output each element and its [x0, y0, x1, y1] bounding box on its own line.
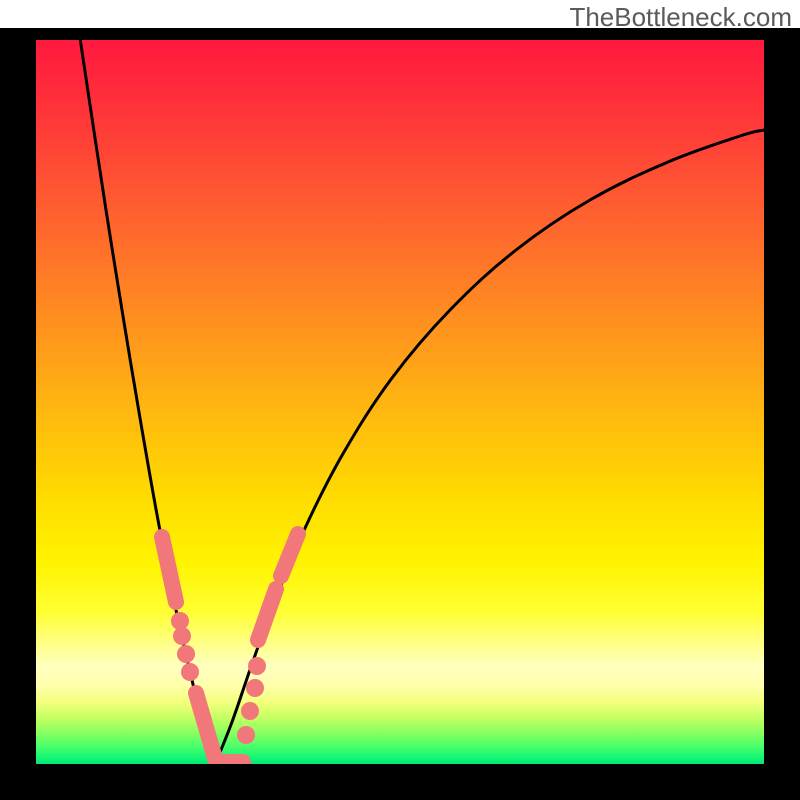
- chart-gradient-background: [36, 40, 764, 764]
- frame-bar: [764, 28, 800, 800]
- watermark-text: TheBottleneck.com: [569, 2, 792, 33]
- frame-bar: [0, 28, 36, 800]
- frame-bar: [0, 764, 800, 800]
